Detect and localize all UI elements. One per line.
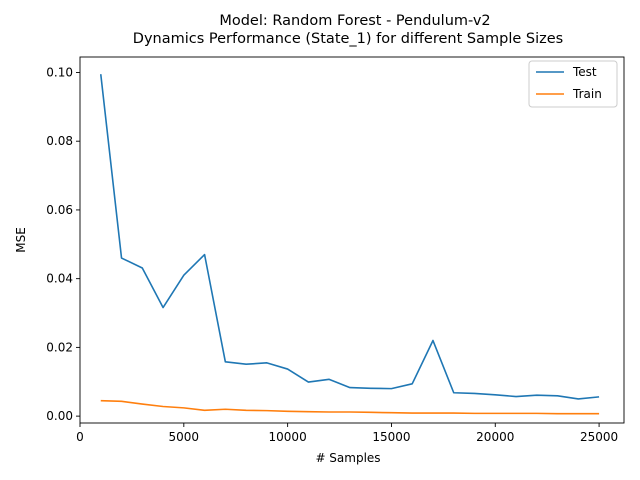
series-line-train xyxy=(100,399,600,415)
legend-label-train: Train xyxy=(572,87,602,101)
chart-subtitle: Dynamics Performance (State_1) for diffe… xyxy=(133,31,563,47)
y-tick-label: 0.04 xyxy=(46,272,73,286)
x-tick-label: 0 xyxy=(76,430,84,444)
legend: Test Train xyxy=(528,60,618,108)
x-tick-label: 25000 xyxy=(580,430,618,444)
chart-title: Model: Random Forest - Pendulum-v2 xyxy=(219,13,490,29)
x-tick-label: 5000 xyxy=(169,430,200,444)
legend-label-test: Test xyxy=(572,65,597,79)
plot-area: 0 5000 10000 15000 20000 25000 0.00 0.02 0.04 0.0… xyxy=(46,56,625,444)
y-tick-label: 0.02 xyxy=(46,340,73,354)
y-tick-label: 0.10 xyxy=(46,65,73,79)
axes-frame xyxy=(79,56,625,424)
y-axis-label: MSE xyxy=(14,227,28,253)
x-tick-label: 15000 xyxy=(372,430,410,444)
x-tick-label: 10000 xyxy=(269,430,307,444)
y-tick-label: 0.06 xyxy=(46,203,73,217)
x-tick-label: 20000 xyxy=(476,430,514,444)
series-line-test xyxy=(99,74,600,400)
x-axis-label: # Samples xyxy=(315,451,380,465)
y-tick-label: 0.00 xyxy=(46,409,73,423)
y-tick-label: 0.08 xyxy=(46,134,73,148)
